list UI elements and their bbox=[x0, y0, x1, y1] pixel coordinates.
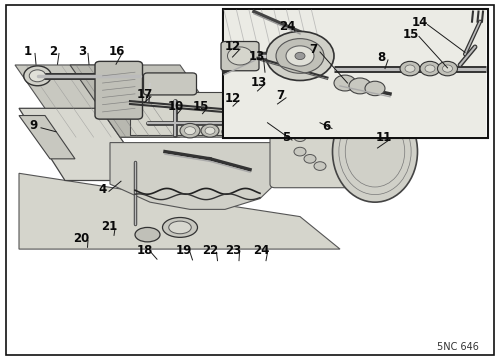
Text: 16: 16 bbox=[108, 45, 124, 58]
Circle shape bbox=[266, 31, 334, 81]
Text: 22: 22 bbox=[202, 244, 218, 257]
Circle shape bbox=[304, 155, 316, 163]
FancyBboxPatch shape bbox=[221, 42, 259, 71]
Ellipse shape bbox=[162, 217, 198, 238]
Circle shape bbox=[442, 65, 452, 72]
Polygon shape bbox=[70, 65, 180, 137]
Text: 12: 12 bbox=[225, 40, 241, 53]
Ellipse shape bbox=[29, 70, 46, 82]
Circle shape bbox=[276, 39, 324, 73]
Ellipse shape bbox=[135, 227, 160, 242]
Text: 5NC 646: 5NC 646 bbox=[436, 342, 478, 352]
Text: 19: 19 bbox=[176, 244, 192, 257]
Text: 7: 7 bbox=[310, 43, 318, 56]
Polygon shape bbox=[15, 65, 175, 137]
Text: 3: 3 bbox=[78, 45, 86, 58]
Circle shape bbox=[226, 129, 234, 135]
Polygon shape bbox=[125, 65, 230, 137]
Text: 17: 17 bbox=[137, 88, 153, 101]
Circle shape bbox=[294, 147, 306, 156]
FancyBboxPatch shape bbox=[270, 90, 370, 188]
Text: 24: 24 bbox=[279, 20, 295, 33]
Text: 13: 13 bbox=[250, 76, 266, 89]
Text: 12: 12 bbox=[225, 92, 241, 105]
Circle shape bbox=[420, 61, 440, 76]
Text: 14: 14 bbox=[412, 16, 428, 29]
Text: 24: 24 bbox=[254, 244, 270, 257]
Text: 5: 5 bbox=[282, 131, 290, 144]
Text: 7: 7 bbox=[276, 89, 284, 102]
Text: 6: 6 bbox=[322, 120, 330, 133]
Circle shape bbox=[400, 61, 420, 76]
Circle shape bbox=[365, 81, 385, 96]
Text: 4: 4 bbox=[98, 183, 106, 196]
Circle shape bbox=[205, 127, 215, 134]
Text: 1: 1 bbox=[24, 45, 32, 58]
FancyBboxPatch shape bbox=[95, 61, 142, 119]
Text: 23: 23 bbox=[226, 244, 242, 257]
Circle shape bbox=[294, 133, 306, 142]
Polygon shape bbox=[110, 143, 275, 209]
Circle shape bbox=[222, 126, 238, 138]
Circle shape bbox=[425, 65, 435, 72]
Text: 18: 18 bbox=[137, 244, 153, 257]
Circle shape bbox=[228, 47, 252, 65]
Ellipse shape bbox=[169, 221, 191, 234]
Bar bbox=[224, 10, 486, 137]
Text: 8: 8 bbox=[377, 51, 385, 64]
Circle shape bbox=[334, 75, 356, 91]
Polygon shape bbox=[19, 116, 75, 159]
Text: 11: 11 bbox=[376, 131, 392, 144]
Circle shape bbox=[314, 162, 326, 170]
Bar bbox=[222, 9, 488, 138]
Circle shape bbox=[286, 46, 314, 66]
Polygon shape bbox=[19, 173, 340, 249]
Ellipse shape bbox=[24, 66, 52, 86]
Text: 10: 10 bbox=[168, 100, 184, 113]
Circle shape bbox=[295, 52, 305, 60]
Circle shape bbox=[180, 123, 200, 138]
Text: 15: 15 bbox=[403, 28, 419, 41]
Circle shape bbox=[405, 65, 415, 72]
Circle shape bbox=[438, 61, 458, 76]
Text: 15: 15 bbox=[193, 100, 209, 113]
FancyBboxPatch shape bbox=[130, 92, 330, 135]
Polygon shape bbox=[19, 108, 150, 180]
Text: 13: 13 bbox=[248, 50, 264, 63]
Text: 21: 21 bbox=[101, 220, 117, 233]
FancyBboxPatch shape bbox=[144, 73, 197, 95]
Circle shape bbox=[184, 127, 196, 135]
Ellipse shape bbox=[332, 101, 418, 202]
Text: 9: 9 bbox=[30, 119, 38, 132]
Text: 2: 2 bbox=[50, 45, 58, 58]
Text: 20: 20 bbox=[74, 232, 90, 245]
Circle shape bbox=[349, 78, 371, 94]
Circle shape bbox=[201, 124, 219, 137]
